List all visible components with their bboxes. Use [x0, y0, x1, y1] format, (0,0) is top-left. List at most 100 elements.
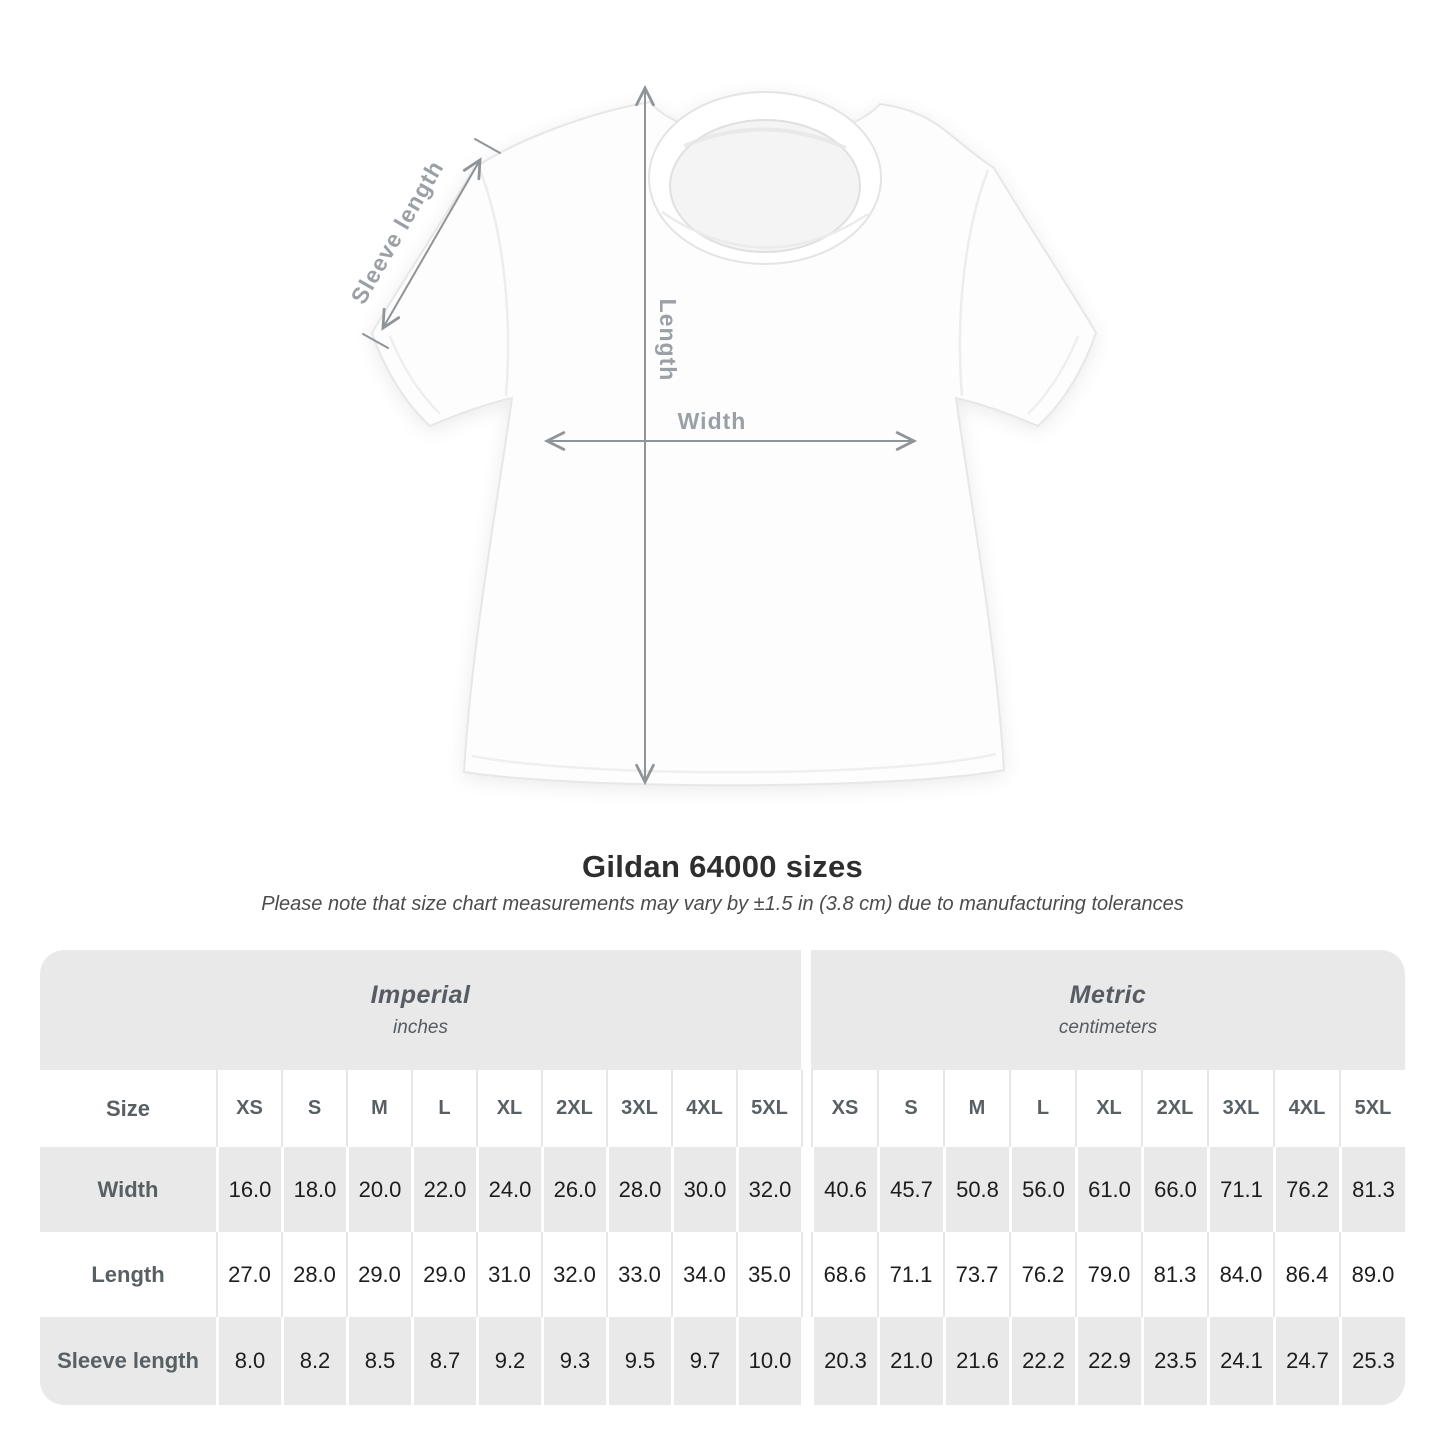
unit-header-row: Imperial inches Metric centimeters [40, 950, 1405, 1070]
value-cell: 24.1 [1207, 1317, 1273, 1405]
length-label: Length [655, 299, 681, 382]
value-cell: 22.2 [1009, 1317, 1075, 1405]
size-column-header: 4XL [1273, 1070, 1339, 1147]
value-cell: 8.0 [216, 1317, 281, 1405]
value-cell: 18.0 [281, 1147, 346, 1232]
imperial-unit: inches [393, 1017, 448, 1038]
value-cell: 81.3 [1339, 1147, 1405, 1232]
value-cell: 29.0 [346, 1232, 411, 1317]
unit-divider [801, 1317, 811, 1405]
value-cell: 9.2 [476, 1317, 541, 1405]
unit-divider [801, 1232, 811, 1317]
value-cell: 16.0 [216, 1147, 281, 1232]
value-cell: 20.3 [811, 1317, 877, 1405]
size-row-label: Size [105, 1095, 151, 1121]
row-label-sleeve-length: Sleeve length [57, 1348, 199, 1373]
size-column-header: M [943, 1070, 1009, 1147]
size-column-header: 3XL [606, 1070, 671, 1147]
tshirt-figure: Sleeve length Length Width [345, 84, 1098, 787]
value-cell: 35.0 [736, 1232, 801, 1317]
size-column-header: S [877, 1070, 943, 1147]
value-cell: 30.0 [671, 1147, 736, 1232]
value-cell: 29.0 [411, 1232, 476, 1317]
metric-header: Metric centimeters [811, 950, 1405, 1070]
value-cell: 24.7 [1273, 1317, 1339, 1405]
value-cell: 31.0 [476, 1232, 541, 1317]
value-cell: 73.7 [943, 1232, 1009, 1317]
value-cell: 76.2 [1009, 1232, 1075, 1317]
size-column-header: XL [476, 1070, 541, 1147]
size-column-header: 5XL [736, 1070, 801, 1147]
value-cell: 10.0 [736, 1317, 801, 1405]
size-column-header: 3XL [1207, 1070, 1273, 1147]
value-cell: 40.6 [811, 1147, 877, 1232]
size-column-header: 2XL [1141, 1070, 1207, 1147]
imperial-header: Imperial inches [40, 950, 801, 1070]
value-cell: 21.6 [943, 1317, 1009, 1405]
value-cell: 68.6 [811, 1232, 877, 1317]
tshirt-image [370, 91, 1098, 787]
size-column-header: L [1009, 1070, 1075, 1147]
page-title: Gildan 64000 sizes [581, 849, 864, 884]
value-cell: 61.0 [1075, 1147, 1141, 1232]
size-column-header: 5XL [1339, 1070, 1405, 1147]
sleeve-extension-tick-top [474, 138, 501, 154]
value-cell: 84.0 [1207, 1232, 1273, 1317]
value-cell: 21.0 [877, 1317, 943, 1405]
value-cell: 28.0 [606, 1147, 671, 1232]
size-column-header: S [281, 1070, 346, 1147]
value-cell: 28.0 [281, 1232, 346, 1317]
value-cell: 33.0 [606, 1232, 671, 1317]
value-cell: 56.0 [1009, 1147, 1075, 1232]
value-cell: 81.3 [1141, 1232, 1207, 1317]
value-cell: 71.1 [877, 1232, 943, 1317]
size-column-header: XS [811, 1070, 877, 1147]
value-cell: 9.5 [606, 1317, 671, 1405]
value-cell: 25.3 [1339, 1317, 1405, 1405]
value-cell: 20.0 [346, 1147, 411, 1232]
unit-divider [801, 1147, 811, 1232]
size-column-header: M [346, 1070, 411, 1147]
sleeve-length-row: Sleeve length 8.0 8.2 8.5 8.7 9.2 9.3 9.5 9.7 10… [40, 1317, 1405, 1405]
sleeve-extension-tick-bottom [362, 333, 389, 349]
value-cell: 66.0 [1141, 1147, 1207, 1232]
metric-unit: centimeters [1058, 1017, 1158, 1038]
unit-header-gap [801, 950, 811, 1070]
value-cell: 8.5 [346, 1317, 411, 1405]
value-cell: 8.7 [411, 1317, 476, 1405]
size-column-header: 2XL [541, 1070, 606, 1147]
value-cell: 50.8 [943, 1147, 1009, 1232]
value-cell: 32.0 [736, 1147, 801, 1232]
size-column-header: 4XL [671, 1070, 736, 1147]
size-column-header: XS [216, 1070, 281, 1147]
value-cell: 9.3 [541, 1317, 606, 1405]
unit-divider [801, 1070, 811, 1147]
tshirt-diagram: Sleeve length Length Width [345, 84, 1098, 787]
value-cell: 27.0 [216, 1232, 281, 1317]
value-cell: 71.1 [1207, 1147, 1273, 1232]
value-cell: 32.0 [541, 1232, 606, 1317]
value-cell: 9.7 [671, 1317, 736, 1405]
size-column-header: L [411, 1070, 476, 1147]
length-row: Length 27.0 28.0 29.0 29.0 31.0 32.0 33.0 34.0 3… [40, 1232, 1405, 1317]
value-cell: 24.0 [476, 1147, 541, 1232]
value-cell: 89.0 [1339, 1232, 1405, 1317]
value-cell: 22.9 [1075, 1317, 1141, 1405]
value-cell: 23.5 [1141, 1317, 1207, 1405]
value-cell: 26.0 [541, 1147, 606, 1232]
tolerance-note: Please note that size chart measurements… [261, 893, 1184, 915]
row-label-width: Width [97, 1176, 159, 1202]
value-cell: 76.2 [1273, 1147, 1339, 1232]
value-cell: 34.0 [671, 1232, 736, 1317]
size-header-row: Size XS S M L XL 2XL 3XL 4XL 5XL XS S M L XL 2XL 3XL 4XL… [40, 1070, 1405, 1147]
value-cell: 45.7 [877, 1147, 943, 1232]
value-cell: 79.0 [1075, 1232, 1141, 1317]
value-cell: 22.0 [411, 1147, 476, 1232]
row-label-length: Length [91, 1261, 165, 1287]
value-cell: 8.2 [281, 1317, 346, 1405]
width-row: Width 16.0 18.0 20.0 22.0 24.0 26.0 28.0 30.0 32… [40, 1147, 1405, 1232]
value-cell: 86.4 [1273, 1232, 1339, 1317]
sleeve-length-arrow [381, 157, 482, 331]
width-label: Width [678, 408, 747, 434]
